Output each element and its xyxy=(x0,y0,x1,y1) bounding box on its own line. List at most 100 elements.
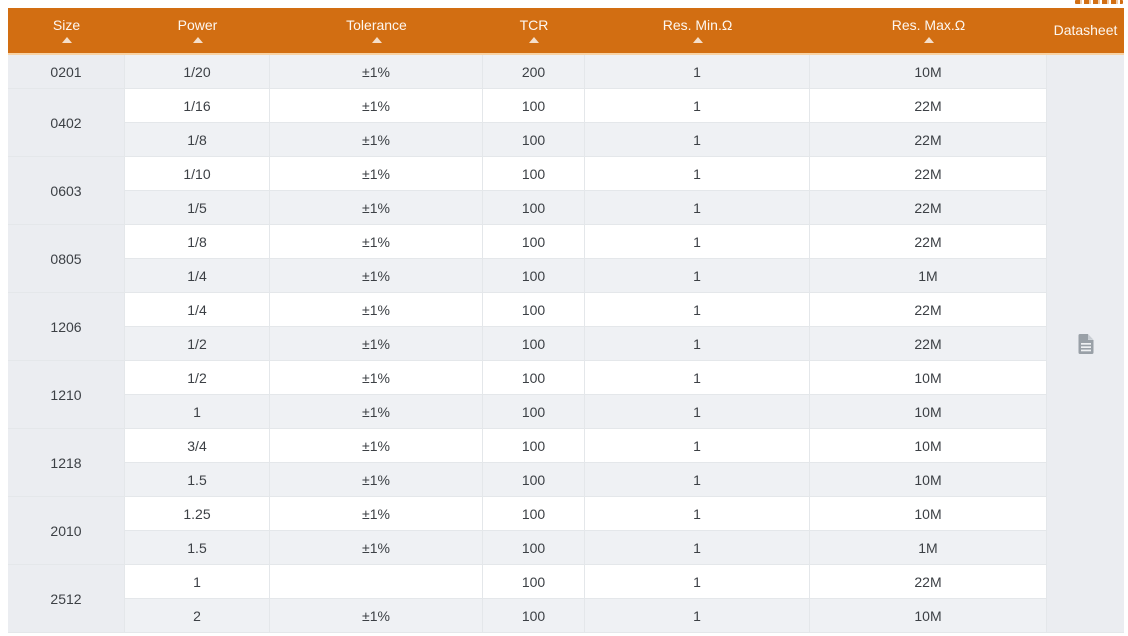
cell-res-max: 10M xyxy=(810,395,1047,429)
cell-tolerance: ±1% xyxy=(270,293,483,327)
sort-asc-icon xyxy=(529,37,539,44)
cell-res-min: 1 xyxy=(585,293,810,327)
cell-res-min: 1 xyxy=(585,361,810,395)
cell-size: 2010 xyxy=(8,497,125,565)
table-row: 1/5 ±1% 100 1 22M xyxy=(8,191,1124,225)
cell-power: 1/8 xyxy=(125,123,270,157)
cell-res-max: 22M xyxy=(810,565,1047,599)
table-row: 2 ±1% 100 1 10M xyxy=(8,599,1124,633)
cell-size: 1210 xyxy=(8,361,125,429)
cell-tolerance: ±1% xyxy=(270,361,483,395)
cell-res-max: 22M xyxy=(810,293,1047,327)
cell-tolerance: ±1% xyxy=(270,463,483,497)
cell-res-max: 10M xyxy=(810,429,1047,463)
cell-power: 1/5 xyxy=(125,191,270,225)
cell-res-max: 22M xyxy=(810,157,1047,191)
cell-tcr: 100 xyxy=(483,463,585,497)
cell-power: 1/10 xyxy=(125,157,270,191)
cell-power: 1/2 xyxy=(125,361,270,395)
cell-tolerance: ±1% xyxy=(270,497,483,531)
header-cell-tolerance[interactable]: Tolerance xyxy=(270,8,483,55)
cell-res-max: 22M xyxy=(810,191,1047,225)
cell-power: 1/4 xyxy=(125,293,270,327)
sort-asc-icon xyxy=(371,37,382,44)
cell-res-min: 1 xyxy=(585,565,810,599)
cell-tcr: 100 xyxy=(483,259,585,293)
cell-power: 1/8 xyxy=(125,225,270,259)
resistor-spec-table: Size Power Tolerance xyxy=(8,8,1124,633)
cell-size: 1206 xyxy=(8,293,125,361)
cell-res-min: 1 xyxy=(585,89,810,123)
header-cell-size[interactable]: Size xyxy=(8,8,125,55)
table-row: 0603 1/10 ±1% 100 1 22M xyxy=(8,157,1124,225)
header-row: Size Power Tolerance xyxy=(8,8,1124,55)
cell-res-min: 1 xyxy=(585,191,810,225)
header-label-res-max: Res. Max.Ω xyxy=(891,16,966,33)
cell-tcr: 100 xyxy=(483,599,585,633)
cell-power: 1/16 xyxy=(125,89,270,123)
cell-power: 1.5 xyxy=(125,531,270,565)
cell-datasheet xyxy=(1047,55,1124,633)
cell-tolerance: ±1% xyxy=(270,531,483,565)
cell-tcr: 100 xyxy=(483,497,585,531)
header-cell-power[interactable]: Power xyxy=(125,8,270,55)
header-label-res-min: Res. Min.Ω xyxy=(662,16,733,33)
cell-tolerance: ±1% xyxy=(270,225,483,259)
table-row: 1/4 ±1% 100 1 1M xyxy=(8,259,1124,293)
document-icon[interactable] xyxy=(1076,333,1096,355)
header-cell-res-min[interactable]: Res. Min.Ω xyxy=(585,8,810,55)
cell-tcr: 100 xyxy=(483,293,585,327)
cell-res-max: 22M xyxy=(810,327,1047,361)
cell-power: 3/4 xyxy=(125,429,270,463)
cell-res-min: 1 xyxy=(585,395,810,429)
cell-res-min: 1 xyxy=(585,599,810,633)
table-row: 0402 1/16 ±1% 100 1 22M xyxy=(8,89,1124,157)
header-cell-res-max[interactable]: Res. Max.Ω xyxy=(810,8,1047,55)
sort-asc-icon xyxy=(923,37,934,44)
cell-size: 0805 xyxy=(8,225,125,293)
cell-res-max: 10M xyxy=(810,55,1047,89)
header-label-size: Size xyxy=(52,16,81,33)
cell-tcr: 100 xyxy=(483,565,585,599)
cell-res-min: 1 xyxy=(585,123,810,157)
cell-tcr: 100 xyxy=(483,395,585,429)
cell-tolerance: ±1% xyxy=(270,599,483,633)
cell-res-max: 1M xyxy=(810,259,1047,293)
table-row: 2010 1.25 ±1% 100 1 10M xyxy=(8,497,1124,565)
spec-table-container: Size Power Tolerance xyxy=(8,8,1124,633)
cell-res-max: 22M xyxy=(810,225,1047,259)
cell-res-max: 22M xyxy=(810,89,1047,123)
cell-res-min: 1 xyxy=(585,259,810,293)
table-row: 1/2 ±1% 100 1 22M xyxy=(8,327,1124,361)
cell-tcr: 100 xyxy=(483,89,585,123)
cell-res-min: 1 xyxy=(585,429,810,463)
cell-tcr: 100 xyxy=(483,157,585,191)
cell-power: 2 xyxy=(125,599,270,633)
cell-res-max: 10M xyxy=(810,361,1047,395)
header-label-tolerance: Tolerance xyxy=(346,16,407,33)
sort-asc-icon xyxy=(692,37,703,44)
sort-asc-icon xyxy=(192,37,203,44)
cell-tolerance: ±1% xyxy=(270,429,483,463)
cell-size: 0402 xyxy=(8,89,125,157)
cell-res-min: 1 xyxy=(585,225,810,259)
cell-tolerance: ±1% xyxy=(270,157,483,191)
table-row: 0805 1/8 ±1% 100 1 22M xyxy=(8,225,1124,293)
cell-tolerance: ±1% xyxy=(270,123,483,157)
header-label-datasheet: Datasheet xyxy=(1053,21,1118,38)
table-row: 1210 1/2 ±1% 100 1 10M xyxy=(8,361,1124,429)
cell-power: 1 xyxy=(125,565,270,599)
header-cell-tcr[interactable]: TCR xyxy=(483,8,585,55)
table-row: 1206 1/4 ±1% 100 1 22M xyxy=(8,293,1124,361)
clipped-text-fragment xyxy=(1075,0,1123,4)
table-row: 1 ±1% 100 1 10M xyxy=(8,395,1124,429)
cell-tcr: 100 xyxy=(483,531,585,565)
cell-tcr: 100 xyxy=(483,361,585,395)
cell-res-max: 1M xyxy=(810,531,1047,565)
cell-tcr: 100 xyxy=(483,327,585,361)
cell-tolerance xyxy=(270,565,483,599)
cell-tcr: 200 xyxy=(483,55,585,89)
cell-tolerance: ±1% xyxy=(270,327,483,361)
cell-tcr: 100 xyxy=(483,429,585,463)
cell-power: 1 xyxy=(125,395,270,429)
